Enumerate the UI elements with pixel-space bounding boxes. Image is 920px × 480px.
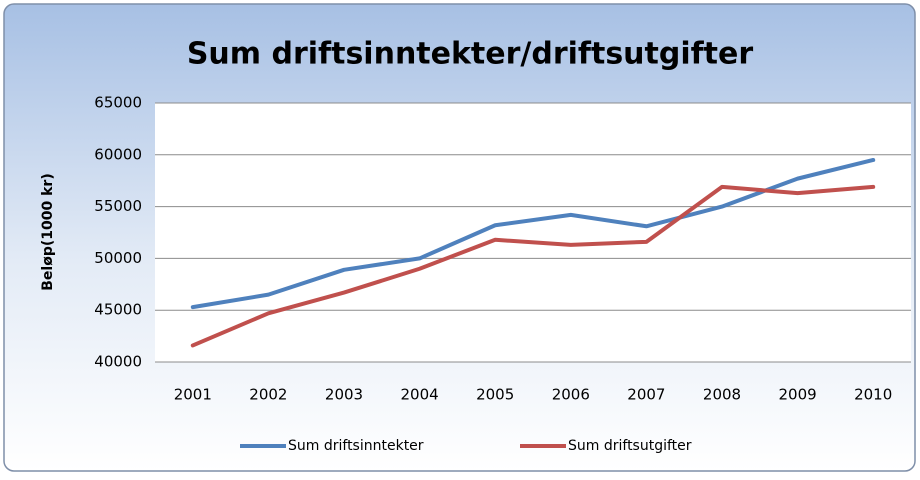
x-tick-label: 2002 xyxy=(249,386,287,404)
chart-title: Sum driftsinntekter/driftsutgifter xyxy=(187,37,754,72)
x-tick-label: 2010 xyxy=(854,386,892,404)
y-tick-label: 40000 xyxy=(94,353,142,371)
x-tick-label: 2001 xyxy=(174,386,212,404)
y-tick-label: 55000 xyxy=(94,197,142,215)
x-tick-label: 2004 xyxy=(401,386,439,404)
y-tick-label: 60000 xyxy=(94,145,142,163)
x-tick-label: 2007 xyxy=(627,386,665,404)
x-tick-label: 2009 xyxy=(779,386,817,404)
plot-area xyxy=(155,103,911,362)
y-tick-label: 65000 xyxy=(94,94,142,112)
x-tick-label: 2003 xyxy=(325,386,363,404)
x-tick-label: 2005 xyxy=(476,386,514,404)
legend-label: Sum driftsutgifter xyxy=(568,438,692,454)
x-tick-label: 2006 xyxy=(552,386,590,404)
y-tick-label: 50000 xyxy=(94,249,142,267)
y-tick-label: 45000 xyxy=(94,301,142,319)
legend-label: Sum driftsinntekter xyxy=(288,438,424,454)
y-axis-title: Beløp(1000 kr) xyxy=(40,173,56,290)
x-tick-label: 2008 xyxy=(703,386,741,404)
series-line xyxy=(190,157,876,310)
series-line xyxy=(190,184,876,348)
